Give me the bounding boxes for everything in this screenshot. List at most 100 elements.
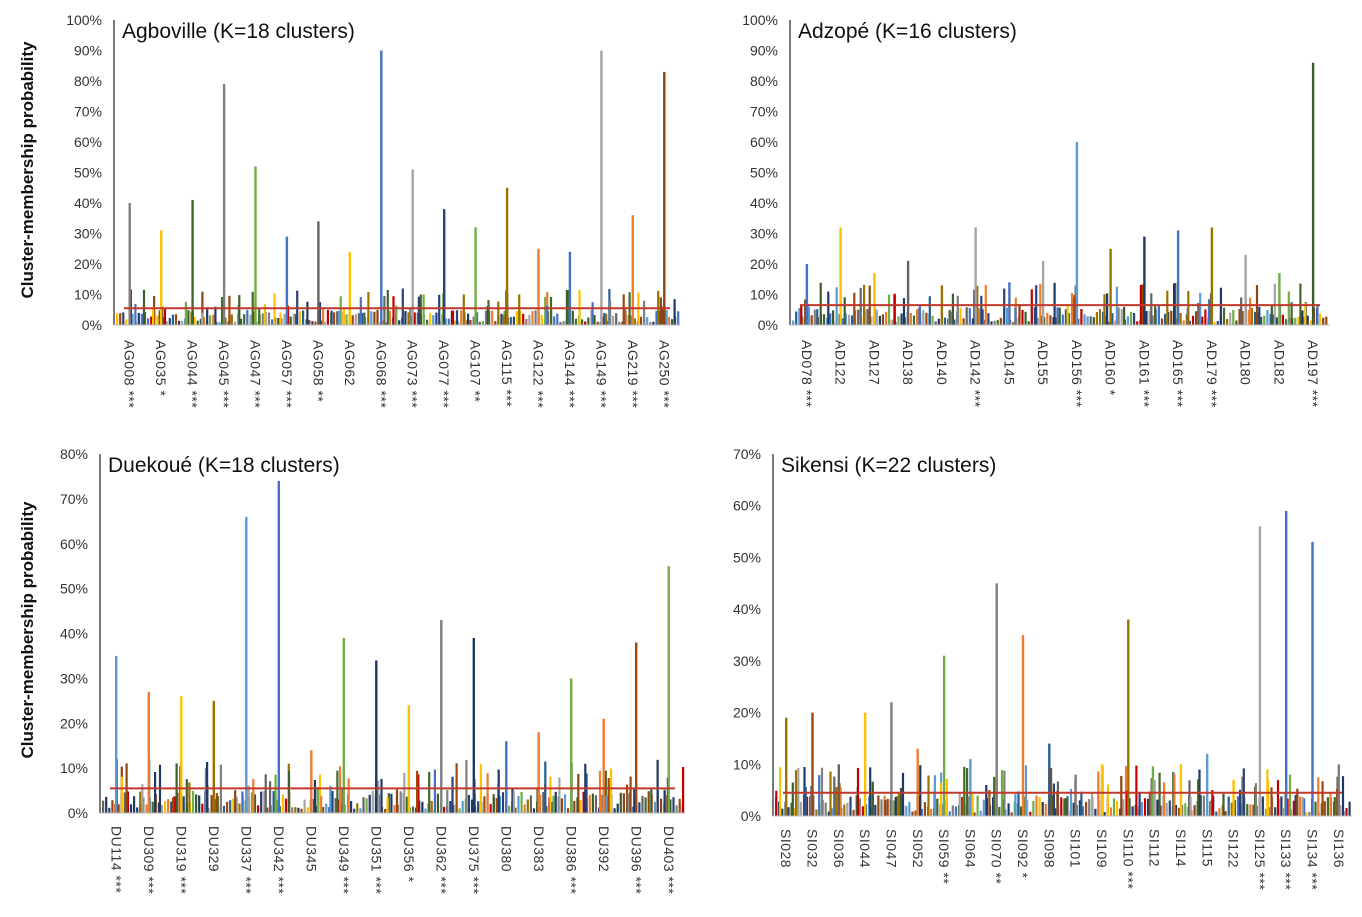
bar (1086, 316, 1089, 325)
bar (289, 316, 292, 325)
bar (961, 796, 964, 816)
y-tick-label: 50% (750, 165, 778, 181)
y-tick-label: 50% (74, 165, 102, 181)
peak-bar-11 (1176, 230, 1180, 325)
peak-bar-6 (942, 655, 946, 816)
bar (443, 806, 446, 813)
bar (633, 788, 636, 813)
bar (174, 314, 178, 325)
bar (145, 804, 148, 813)
bar (573, 800, 576, 813)
bar (902, 298, 906, 325)
chart-agboville: 0% 10% 20% 30% 40% 50% 60% 70% 80% 90% 100% AG008 *… (66, 12, 680, 408)
bar (139, 791, 142, 813)
bar (1305, 812, 1308, 816)
bar (979, 810, 982, 816)
bar (655, 310, 658, 325)
bar (914, 810, 917, 816)
bar (816, 309, 819, 325)
bar (937, 318, 940, 325)
x-tick-label: SI059 ** (936, 829, 952, 884)
bar (1116, 800, 1119, 816)
x-tick-label: DU319 *** (173, 826, 189, 894)
bar (1033, 307, 1036, 325)
bar (930, 809, 933, 816)
y-tick-label: 70% (750, 104, 778, 120)
bar (1103, 294, 1106, 325)
bar (277, 318, 280, 325)
bar (1250, 308, 1253, 325)
bar (1238, 789, 1242, 816)
peak-bar-4 (254, 166, 257, 325)
bar (1258, 306, 1261, 325)
bar (212, 314, 215, 325)
bar (133, 796, 136, 813)
bar (1120, 308, 1123, 325)
bar (1209, 801, 1212, 816)
bar (1077, 318, 1080, 325)
y-tick-label: 70% (60, 491, 88, 507)
bar (1187, 291, 1190, 325)
chart-duekoue: 0% 10% 20% 30% 40% 50% 60% 70% 80% DU114 *** DU309… (60, 446, 685, 894)
peak-bar-0 (785, 717, 788, 816)
bar (990, 321, 993, 325)
bar (908, 801, 911, 816)
bar (1296, 788, 1299, 816)
bar (266, 807, 269, 813)
bar (1207, 299, 1211, 325)
bar (1269, 313, 1272, 325)
bar (1131, 806, 1134, 816)
bar-group (775, 765, 1351, 816)
bar (920, 808, 923, 816)
bar (478, 321, 481, 325)
bar (892, 800, 895, 816)
bar (832, 310, 835, 325)
bar (314, 787, 317, 813)
bar (233, 321, 236, 325)
bar (241, 791, 244, 813)
bar (880, 799, 883, 816)
bar (1046, 312, 1049, 325)
chart-title: Sikensi (K=22 clusters) (781, 454, 996, 477)
peak-bar-12 (505, 741, 508, 813)
bar (799, 802, 802, 816)
peak-bar-14 (568, 251, 572, 325)
y-tick-label: 80% (750, 73, 778, 89)
bar (1143, 798, 1147, 816)
peak-bar-18 (1258, 526, 1262, 816)
bar (163, 308, 167, 325)
bar (605, 313, 608, 325)
peak-bar-1 (811, 712, 814, 816)
bar (1094, 808, 1097, 816)
x-tick-label: AG062 (342, 340, 358, 386)
bar (1276, 780, 1280, 816)
bar (1108, 321, 1111, 325)
bar (1166, 290, 1169, 325)
bar (246, 309, 249, 325)
bar (168, 318, 171, 325)
y-tick-label: 20% (60, 715, 88, 731)
bar (215, 793, 218, 813)
peak-bar-11 (474, 227, 477, 325)
bar (897, 316, 900, 325)
bar (1222, 307, 1226, 325)
bar (195, 794, 198, 813)
bar (531, 311, 534, 325)
y-tick-label: 40% (60, 626, 88, 642)
bar (658, 311, 661, 325)
bar (1297, 316, 1300, 325)
bar (1216, 321, 1219, 325)
x-tick-label: AD078 *** (799, 340, 815, 408)
x-tick-label: SI032 (805, 829, 821, 868)
bar (1125, 790, 1129, 816)
bar (1172, 772, 1175, 816)
bar (354, 314, 357, 325)
bar (909, 313, 912, 325)
bar (363, 312, 366, 325)
bar (824, 802, 827, 816)
bar (996, 320, 999, 325)
y-tick-label: 90% (74, 43, 102, 59)
bar (501, 792, 505, 813)
bar (303, 799, 306, 813)
bar (171, 314, 174, 325)
